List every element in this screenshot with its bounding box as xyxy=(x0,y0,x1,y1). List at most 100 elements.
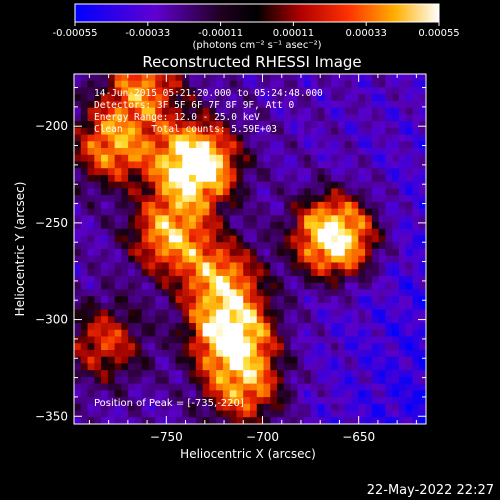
heatmap-pixel xyxy=(148,289,156,297)
heatmap-pixel xyxy=(134,262,143,270)
heatmap-pixel xyxy=(385,161,393,169)
heatmap-pixel xyxy=(412,262,420,270)
heatmap-pixel xyxy=(371,168,380,176)
heatmap-pixel xyxy=(250,168,258,176)
heatmap-pixel xyxy=(277,134,285,142)
heatmap-pixel xyxy=(222,282,231,290)
heatmap-pixel xyxy=(114,134,122,142)
heatmap-pixel xyxy=(243,80,251,89)
heatmap-pixel xyxy=(358,403,366,412)
heatmap-pixel xyxy=(168,336,177,344)
heatmap-pixel xyxy=(290,376,298,385)
heatmap-pixel xyxy=(371,329,380,338)
heatmap-pixel xyxy=(121,107,129,115)
heatmap-pixel xyxy=(114,100,122,109)
heatmap-pixel xyxy=(250,302,258,311)
heatmap-pixel xyxy=(412,403,420,412)
heatmap-pixel xyxy=(175,134,183,142)
heatmap-pixel xyxy=(277,262,285,270)
heatmap-pixel xyxy=(344,275,353,284)
heatmap-pixel xyxy=(277,127,285,136)
heatmap-pixel xyxy=(358,87,366,95)
heatmap-pixel xyxy=(80,255,89,264)
heatmap-pixel xyxy=(290,174,298,183)
heatmap-pixel xyxy=(358,329,366,338)
heatmap-pixel xyxy=(277,336,285,344)
heatmap-pixel xyxy=(371,249,380,257)
heatmap-pixel xyxy=(148,208,156,216)
heatmap-pixel xyxy=(419,323,426,331)
heatmap-pixel xyxy=(412,376,420,385)
heatmap-pixel xyxy=(331,174,339,183)
heatmap-pixel xyxy=(195,296,204,304)
heatmap-pixel xyxy=(385,127,393,136)
heatmap-pixel xyxy=(243,249,251,257)
heatmap-pixel xyxy=(256,94,265,102)
heatmap-pixel xyxy=(378,363,386,371)
heatmap-pixel xyxy=(216,215,224,223)
heatmap-pixel xyxy=(216,356,224,365)
heatmap-pixel xyxy=(243,329,251,338)
heatmap-pixel xyxy=(243,349,251,358)
heatmap-pixel xyxy=(290,309,298,317)
heatmap-pixel xyxy=(216,242,224,250)
heatmap-pixel xyxy=(338,397,346,405)
heatmap-pixel xyxy=(128,410,136,418)
heatmap-pixel xyxy=(351,296,359,304)
heatmap-pixel xyxy=(297,208,305,216)
heatmap-pixel xyxy=(344,316,353,324)
heatmap-pixel xyxy=(222,208,231,216)
heatmap-pixel xyxy=(229,94,238,102)
heatmap-pixel xyxy=(87,316,95,324)
heatmap-pixel xyxy=(344,329,353,338)
heatmap-pixel xyxy=(202,121,210,129)
heatmap-pixel xyxy=(162,100,170,109)
heatmap-pixel xyxy=(101,323,109,331)
heatmap-pixel xyxy=(283,336,292,344)
heatmap-pixel xyxy=(202,87,210,95)
heatmap-pixel xyxy=(141,410,150,418)
heatmap-pixel xyxy=(202,302,210,311)
heatmap-pixel xyxy=(121,417,129,424)
heatmap-pixel xyxy=(189,134,197,142)
heatmap-pixel xyxy=(419,154,426,163)
heatmap-pixel xyxy=(283,168,292,176)
heatmap-pixel xyxy=(87,242,95,250)
heatmap-pixel xyxy=(243,370,251,378)
heatmap-pixel xyxy=(216,296,224,304)
heatmap-pixel xyxy=(168,141,177,149)
heatmap-pixel xyxy=(344,148,353,156)
heatmap-pixel xyxy=(80,336,89,344)
heatmap-pixel xyxy=(168,174,177,183)
heatmap-pixel xyxy=(175,249,183,257)
heatmap-pixel xyxy=(87,201,95,210)
heatmap-pixel xyxy=(290,100,298,109)
heatmap-pixel xyxy=(209,100,217,109)
heatmap-pixel xyxy=(107,383,116,391)
heatmap-pixel xyxy=(101,275,109,284)
heatmap-pixel xyxy=(385,336,393,344)
heatmap-pixel xyxy=(263,249,271,257)
heatmap-pixel xyxy=(236,87,244,95)
heatmap-pixel xyxy=(134,275,143,284)
heatmap-pixel xyxy=(331,127,339,136)
heatmap-pixel xyxy=(263,343,271,351)
heatmap-pixel xyxy=(378,275,386,284)
heatmap-pixel xyxy=(141,195,150,203)
heatmap-pixel xyxy=(175,289,183,297)
heatmap-pixel xyxy=(256,100,265,109)
heatmap-pixel xyxy=(162,370,170,378)
heatmap-pixel xyxy=(121,269,129,277)
heatmap-pixel xyxy=(94,94,102,102)
heatmap-pixel xyxy=(351,269,359,277)
heatmap-pixel xyxy=(304,107,312,115)
heatmap-pixel xyxy=(304,403,312,412)
heatmap-pixel xyxy=(297,296,305,304)
heatmap-pixel xyxy=(317,121,326,129)
heatmap-pixel xyxy=(250,121,258,129)
heatmap-pixel xyxy=(277,296,285,304)
heatmap-pixel xyxy=(371,309,380,317)
heatmap-pixel xyxy=(236,329,244,338)
heatmap-pixel xyxy=(101,201,109,210)
heatmap-pixel xyxy=(398,127,407,136)
